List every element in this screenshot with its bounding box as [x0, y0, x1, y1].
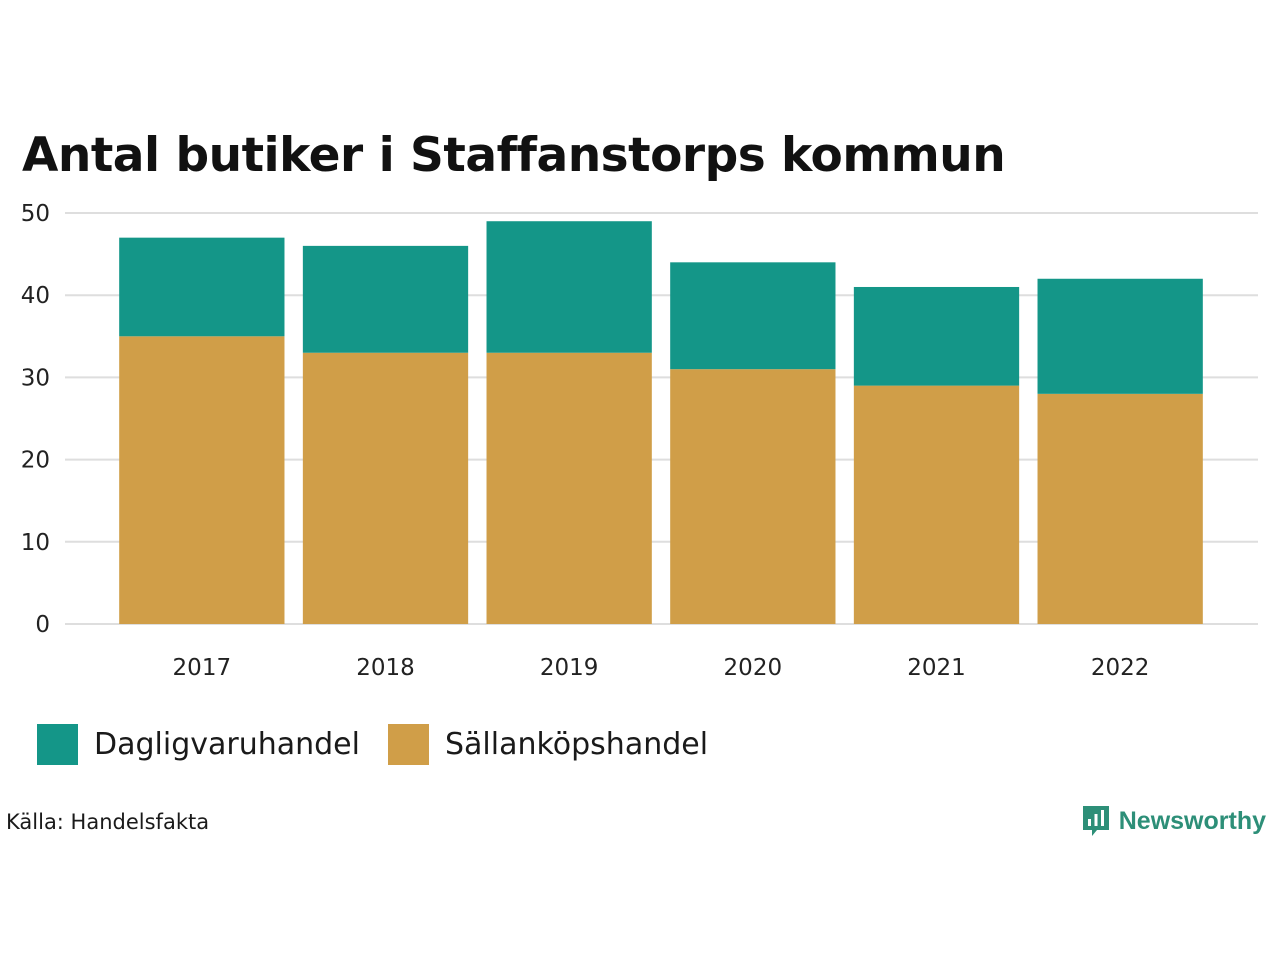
y-tick-label: 10 [21, 530, 50, 556]
legend-swatch-dagligvaruhandel [37, 724, 78, 765]
legend-label: Sällanköpshandel [444, 727, 709, 762]
legend-item-sallankopshandel: Sällanköpshandel [387, 724, 709, 765]
stacked-bar-chart: 0 10 20 30 40 50 2017 2018 2019 2020 2021 2022 [21, 201, 1258, 681]
source-note: Källa: Handelsfakta [6, 810, 210, 834]
bar-sllankpshandel-2018 [302, 352, 469, 624]
bar-sllankpshandel-2021 [853, 385, 1020, 624]
legend-swatch-sallankopshandel [387, 724, 429, 765]
legend-item-dagligvaruhandel: Dagligvaruhandel [37, 724, 360, 765]
bar-dagligvaruhandel-2021 [853, 286, 1020, 386]
y-axis: 0 10 20 30 40 50 [21, 201, 50, 638]
y-tick-label: 40 [21, 283, 50, 309]
bar-dagligvaruhandel-2018 [302, 245, 469, 353]
bar-sllankpshandel-2017 [119, 336, 285, 624]
bar-dagligvaruhandel-2019 [486, 221, 652, 353]
y-tick-label: 50 [21, 201, 50, 227]
x-tick-label: 2019 [540, 655, 599, 681]
bar-sllankpshandel-2020 [670, 369, 836, 624]
x-tick-label: 2017 [173, 655, 232, 681]
bar-dagligvaruhandel-2020 [670, 262, 836, 370]
x-axis: 2017 2018 2019 2020 2021 2022 [173, 655, 1150, 681]
brand-name: Newsworthy [1118, 806, 1266, 835]
y-tick-label: 20 [21, 448, 50, 474]
x-tick-label: 2020 [724, 655, 783, 681]
brand-logo: Newsworthy [1081, 804, 1266, 838]
chart-title: Antal butiker i Staffanstorps kommun [22, 128, 1006, 183]
legend-label: Dagligvaruhandel [94, 727, 360, 762]
x-tick-label: 2022 [1091, 655, 1150, 681]
bars [119, 221, 1203, 624]
bar-dagligvaruhandel-2017 [119, 237, 285, 337]
bar-sllankpshandel-2022 [1037, 393, 1203, 624]
y-tick-label: 30 [21, 365, 50, 391]
y-tick-label: 0 [35, 612, 50, 638]
bar-chart-speech-icon [1082, 806, 1109, 836]
bar-sllankpshandel-2019 [486, 352, 652, 624]
bar-dagligvaruhandel-2022 [1037, 278, 1203, 394]
legend: Dagligvaruhandel Sällanköpshandel [37, 724, 736, 765]
x-tick-label: 2021 [907, 655, 966, 681]
x-tick-label: 2018 [356, 655, 415, 681]
